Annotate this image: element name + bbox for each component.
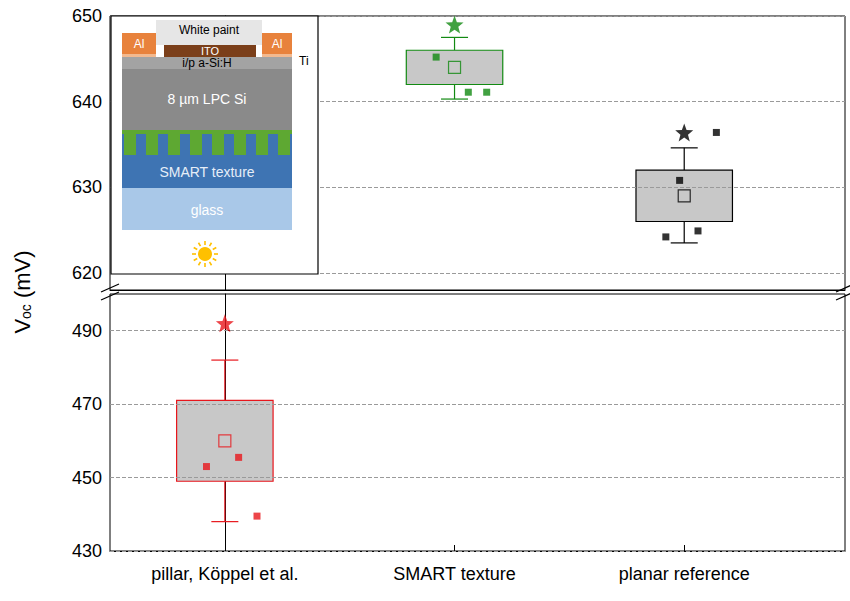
svg-text:SMART texture: SMART texture [159,164,254,180]
svg-text:planar reference: planar reference [619,564,750,584]
svg-text:pillar, Köppel et al.: pillar, Köppel et al. [151,564,298,584]
svg-text:620: 620 [72,263,102,283]
svg-text:Al: Al [134,37,145,51]
svg-text:V: V [10,319,35,334]
svg-text:8 µm LPC Si: 8 µm LPC Si [168,91,247,107]
svg-text:Ti: Ti [299,54,309,68]
svg-text:ITO: ITO [200,45,220,57]
svg-text:White paint: White paint [179,23,240,37]
svg-text:630: 630 [72,177,102,197]
svg-text:450: 450 [72,468,102,488]
svg-text:470: 470 [72,394,102,414]
svg-text:650: 650 [72,6,102,26]
svg-text:490: 490 [72,321,102,341]
svg-text:Al: Al [272,37,283,51]
svg-text:SMART texture: SMART texture [393,564,515,584]
svg-text:640: 640 [72,92,102,112]
svg-text:oc: oc [18,304,34,319]
svg-text:(mV): (mV) [10,250,35,304]
svg-text:430: 430 [72,541,102,561]
svg-text:glass: glass [191,202,224,218]
svg-text:i/p a-Si:H: i/p a-Si:H [182,56,231,70]
